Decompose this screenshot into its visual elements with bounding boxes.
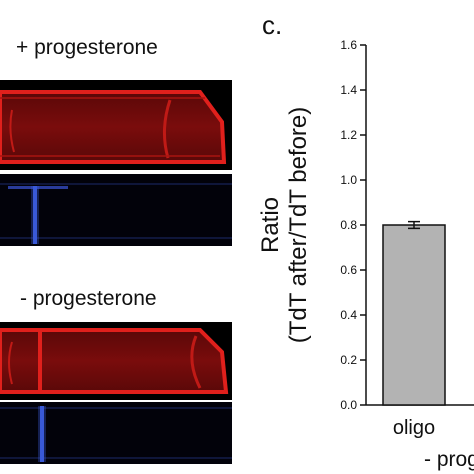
y-tick-label: 0.2	[340, 353, 357, 367]
y-tick-label: 0.6	[340, 263, 357, 277]
y-tick-label: 0.8	[340, 218, 357, 232]
y-tick-label: 1.2	[340, 128, 357, 142]
minus-blue-channel-image	[0, 402, 232, 464]
plus-blue-channel-image	[0, 174, 232, 246]
y-tick-label: 1.0	[340, 173, 357, 187]
y-tick-label: 0.4	[340, 308, 357, 322]
bar-oligo	[382, 224, 446, 406]
y-axis-label-line-2: (TdT after/TdT before)	[285, 107, 312, 344]
minus-progesterone-label: - progesterone	[20, 287, 157, 310]
x-tick-label: oligo	[393, 417, 435, 439]
panel-c-label: c.	[262, 10, 283, 40]
y-axis-label-line-1: Ratio	[257, 197, 284, 253]
y-tick-label: 1.6	[340, 38, 357, 52]
minus-red-channel-image	[0, 322, 232, 400]
y-tick-label: 0.0	[340, 398, 357, 412]
plus-red-channel-image	[0, 80, 232, 170]
y-tick-label: 1.4	[340, 83, 357, 97]
group-label: - prog	[424, 448, 474, 471]
plus-progesterone-label: + progesterone	[16, 36, 158, 59]
